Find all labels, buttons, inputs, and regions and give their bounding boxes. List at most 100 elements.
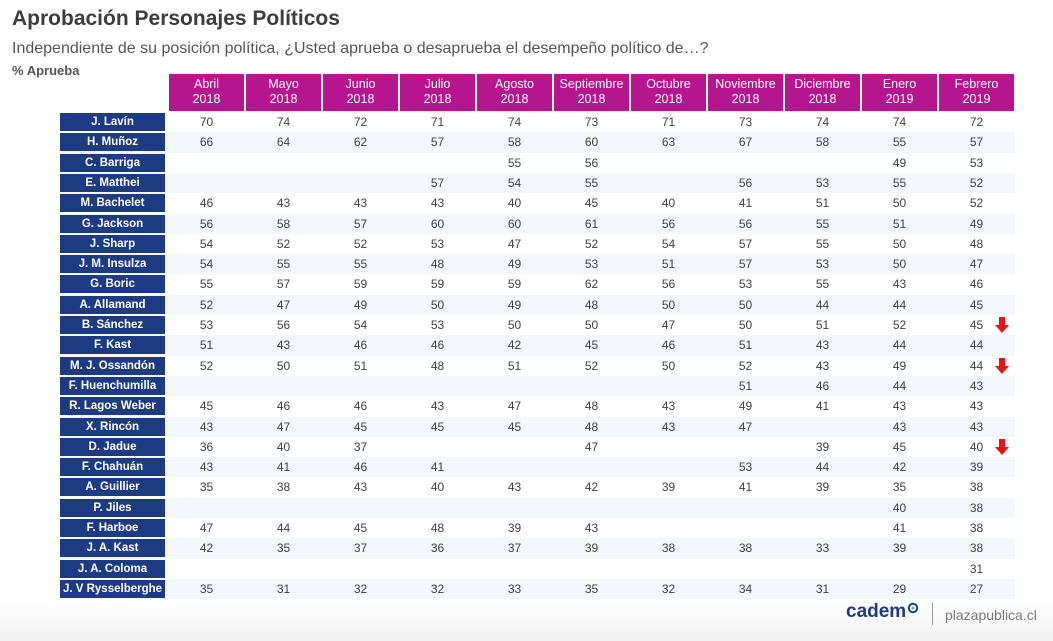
table-cell: 36 xyxy=(199,439,214,454)
row-label: G. Jackson xyxy=(60,214,165,233)
table-cell: 56 xyxy=(276,318,291,332)
table-cell xyxy=(708,559,783,579)
table-cell: 56 xyxy=(738,216,753,231)
table-cell: 46 xyxy=(353,399,368,414)
table-cell: 51 xyxy=(199,338,214,353)
table-cell: 39 xyxy=(661,480,676,495)
column-header: Abril 2018 xyxy=(169,74,244,111)
table-cell xyxy=(169,173,244,193)
table-cell: 35 xyxy=(892,480,907,495)
table-cell: 54 xyxy=(353,318,368,332)
column-header-year: 2018 xyxy=(269,92,298,106)
table-cell: 57 xyxy=(353,216,368,231)
table-cell: 60 xyxy=(430,216,445,231)
table-row xyxy=(60,518,1015,539)
table-cell: 42 xyxy=(892,460,907,475)
footer-site: plazapublica.cl xyxy=(945,607,1037,623)
table-cell: 32 xyxy=(430,581,445,596)
row-label: J. V Rysselberghe xyxy=(60,579,165,598)
table-cell: 38 xyxy=(969,500,984,515)
table-cell: 31 xyxy=(276,581,291,596)
table-row xyxy=(60,457,1015,478)
table-cell: 41 xyxy=(430,460,445,475)
table-cell xyxy=(708,437,783,457)
table-cell: 53 xyxy=(430,236,445,251)
table-cell: 47 xyxy=(276,297,291,312)
cadem-logo: cadem xyxy=(846,601,907,622)
table-row xyxy=(60,315,1015,336)
table-cell: 53 xyxy=(738,277,753,292)
table-cell xyxy=(631,376,706,396)
table-cell: 50 xyxy=(892,257,907,272)
column-header-year: 2018 xyxy=(192,92,221,106)
column-header-year: 2018 xyxy=(423,92,452,106)
table-cell xyxy=(323,376,398,396)
table-cell xyxy=(631,173,706,193)
table-cell: 43 xyxy=(276,338,291,353)
row-label: D. Jadue xyxy=(60,437,165,456)
table-cell: 45 xyxy=(584,338,599,353)
table-cell: 74 xyxy=(276,115,291,129)
table-cell: 43 xyxy=(661,419,676,434)
column-header-month: Febrero xyxy=(954,77,999,91)
table-cell xyxy=(400,498,475,518)
table-cell xyxy=(169,376,244,396)
table-cell: 61 xyxy=(584,216,599,231)
table-cell: 52 xyxy=(199,297,214,312)
table-cell: 74 xyxy=(815,115,830,129)
table-cell: 56 xyxy=(199,216,214,231)
table-cell: 43 xyxy=(353,480,368,495)
row-label: B. Sánchez xyxy=(60,316,165,334)
table-cell xyxy=(554,498,629,518)
table-cell: 43 xyxy=(892,419,907,434)
table-cell: 46 xyxy=(430,338,445,353)
table-cell: 45 xyxy=(353,419,368,434)
table-cell: 63 xyxy=(661,135,676,150)
table-cell: 51 xyxy=(738,378,753,393)
table-row xyxy=(60,112,1015,133)
table-cell: 67 xyxy=(738,135,753,150)
table-cell: 52 xyxy=(199,358,214,373)
row-label: J. Sharp xyxy=(60,234,165,253)
table-cell: 49 xyxy=(892,358,907,373)
table-cell: 73 xyxy=(738,115,753,129)
table-cell: 59 xyxy=(507,277,522,292)
column-header-month: Julio xyxy=(424,77,451,91)
table-cell: 51 xyxy=(815,196,830,211)
table-cell: 41 xyxy=(738,196,753,211)
table-cell xyxy=(323,153,398,173)
table-cell: 41 xyxy=(892,521,907,535)
table-cell: 50 xyxy=(661,297,676,312)
table-cell: 74 xyxy=(892,115,907,129)
column-header: Octubre 2018 xyxy=(631,74,706,111)
table-cell: 46 xyxy=(353,338,368,353)
table-cell: 60 xyxy=(584,135,599,150)
table-cell: 50 xyxy=(507,318,522,332)
table-cell: 49 xyxy=(738,399,753,414)
table-cell: 54 xyxy=(199,236,214,251)
table-cell: 56 xyxy=(661,277,676,292)
table-cell: 52 xyxy=(969,196,984,211)
table-cell xyxy=(631,437,706,457)
table-cell: 45 xyxy=(199,399,214,414)
column-header-month: Junio xyxy=(345,77,376,91)
row-label: C. Barriga xyxy=(60,153,165,172)
table-cell: 35 xyxy=(199,480,214,495)
table-cell: 32 xyxy=(353,581,368,596)
row-label: G. Boric xyxy=(60,275,165,294)
table-cell xyxy=(631,153,706,173)
table-cell: 42 xyxy=(584,480,599,495)
table-cell: 47 xyxy=(507,399,522,414)
table-cell: 53 xyxy=(969,155,984,170)
table-cell: 52 xyxy=(276,236,291,251)
cadem-logo-mark-icon xyxy=(907,602,919,614)
table-cell: 71 xyxy=(430,115,445,129)
table-cell: 43 xyxy=(969,378,984,393)
table-cell: 49 xyxy=(969,216,984,231)
table-row xyxy=(60,497,1015,518)
table-cell: 29 xyxy=(892,581,907,596)
table-cell: 50 xyxy=(738,297,753,312)
table-cell xyxy=(477,376,552,396)
chart-subtitle: Independiente de su posición política, ¿… xyxy=(12,40,709,57)
table-cell: 53 xyxy=(815,175,830,190)
